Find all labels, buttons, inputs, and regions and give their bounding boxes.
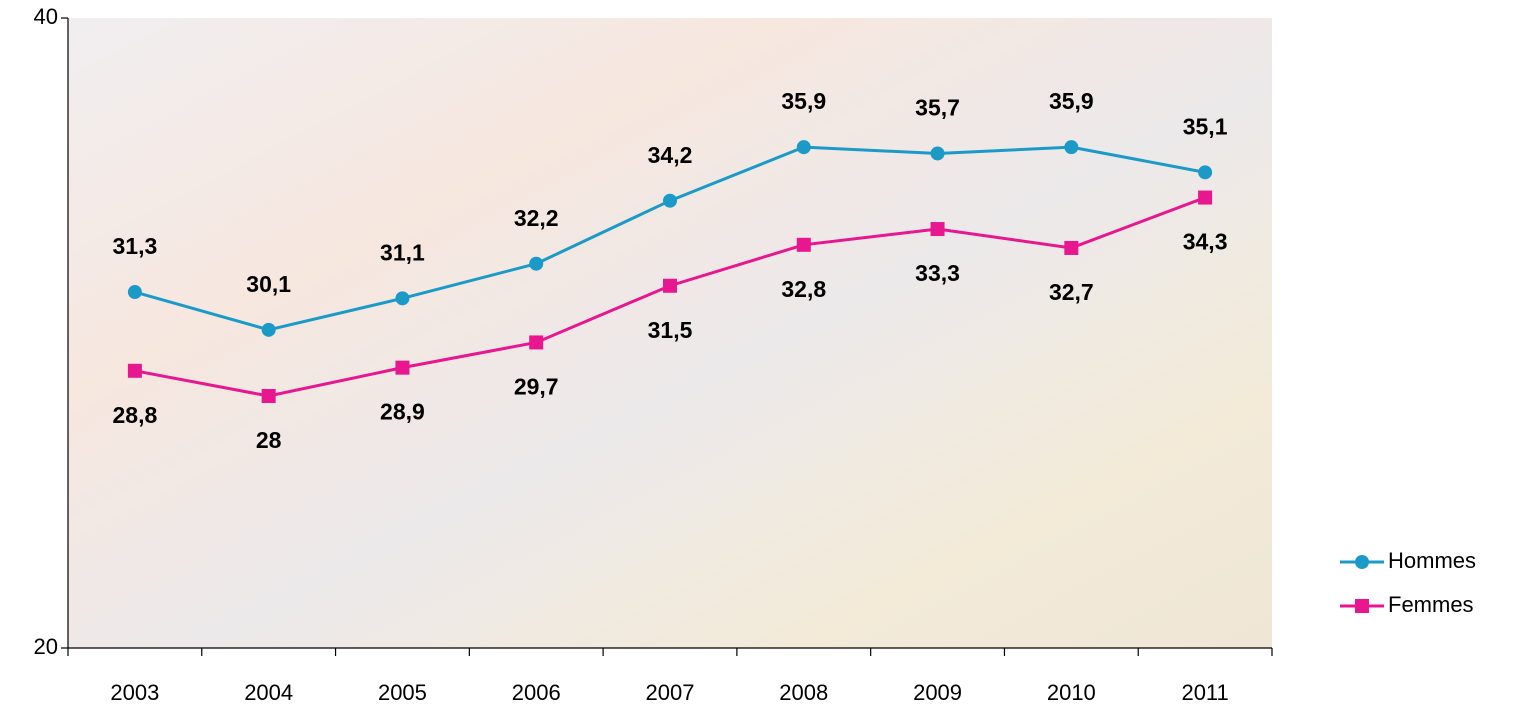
point bbox=[797, 238, 811, 252]
point bbox=[1198, 191, 1212, 205]
point bbox=[395, 291, 409, 305]
point bbox=[1064, 241, 1078, 255]
point bbox=[931, 222, 945, 236]
point bbox=[663, 279, 677, 293]
value-label: 35,9 bbox=[781, 88, 826, 114]
value-label: 32,2 bbox=[514, 205, 559, 231]
value-label: 30,1 bbox=[246, 271, 291, 297]
value-label: 35,1 bbox=[1183, 113, 1228, 139]
x-tick-label: 2003 bbox=[110, 680, 159, 705]
point bbox=[262, 323, 276, 337]
point bbox=[797, 140, 811, 154]
chart: 20 40 2003 2004 2005 2006 2007 2008 2009 2010 2011… bbox=[0, 0, 1515, 706]
value-label: 28 bbox=[256, 427, 282, 453]
y-tick-label: 20 bbox=[34, 634, 58, 659]
point bbox=[1064, 140, 1078, 154]
x-tick-label: 2008 bbox=[779, 680, 828, 705]
point bbox=[663, 194, 677, 208]
point bbox=[931, 146, 945, 160]
point bbox=[395, 361, 409, 375]
point bbox=[1198, 165, 1212, 179]
value-label: 35,7 bbox=[915, 95, 960, 121]
x-tick-label: 2007 bbox=[646, 680, 695, 705]
point bbox=[128, 285, 142, 299]
x-tick-label: 2005 bbox=[378, 680, 427, 705]
value-label: 34,3 bbox=[1183, 229, 1228, 255]
value-label: 35,9 bbox=[1049, 88, 1094, 114]
value-label: 34,2 bbox=[648, 142, 693, 168]
x-tick-label: 2006 bbox=[512, 680, 561, 705]
legend-marker bbox=[1355, 555, 1369, 569]
value-label: 28,9 bbox=[380, 399, 425, 425]
value-label: 31,3 bbox=[113, 233, 158, 259]
point bbox=[529, 335, 543, 349]
legend-label: Hommes bbox=[1388, 548, 1476, 573]
value-label: 31,1 bbox=[380, 239, 425, 265]
value-label: 32,8 bbox=[781, 276, 826, 302]
x-tick-label: 2009 bbox=[913, 680, 962, 705]
point bbox=[529, 257, 543, 271]
value-label: 32,7 bbox=[1049, 279, 1094, 305]
point bbox=[262, 389, 276, 403]
value-label: 29,7 bbox=[514, 374, 559, 400]
y-tick-label: 40 bbox=[34, 4, 58, 29]
legend-marker bbox=[1355, 599, 1369, 613]
value-label: 33,3 bbox=[915, 260, 960, 286]
point bbox=[128, 364, 142, 378]
legend-label: Femmes bbox=[1388, 592, 1474, 617]
value-label: 31,5 bbox=[648, 317, 693, 343]
x-tick-label: 2011 bbox=[1181, 680, 1228, 705]
x-tick-label: 2010 bbox=[1047, 680, 1096, 705]
x-tick-label: 2004 bbox=[244, 680, 293, 705]
value-label: 28,8 bbox=[113, 402, 158, 428]
